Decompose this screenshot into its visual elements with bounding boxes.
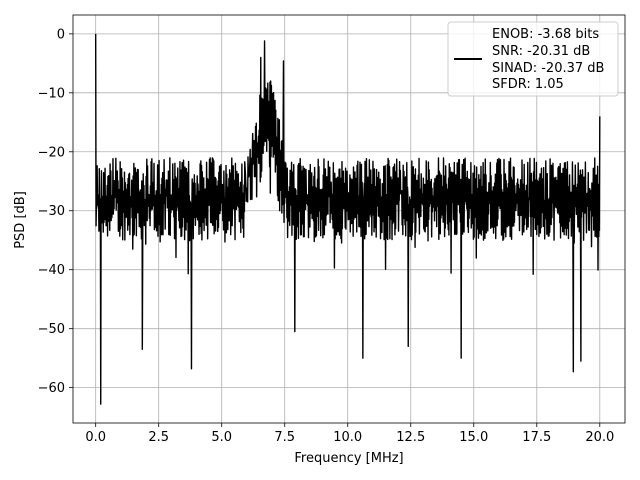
x-tick-label: 7.5 <box>274 430 295 445</box>
legend-sfdr: SFDR: 1.05 <box>492 77 564 92</box>
psd-line <box>94 33 601 405</box>
y-tick-label: −50 <box>38 322 65 337</box>
x-axis-ticks: 0.0 2.5 5.0 7.5 10.0 12.5 15.0 17.5 20.0 <box>85 423 614 445</box>
x-tick-label: 20.0 <box>585 430 614 445</box>
plot-frame <box>72 14 626 424</box>
x-tick-label: 12.5 <box>396 430 425 445</box>
y-tick-label: −60 <box>38 381 65 396</box>
y-axis-label: PSD [dB] <box>13 191 28 249</box>
x-axis-label: Frequency [MHz] <box>294 451 403 466</box>
x-tick-label: 5.0 <box>211 430 232 445</box>
legend: ENOB: -3.68 bits SNR: -20.31 dB SINAD: -… <box>447 21 619 97</box>
y-tick-label: −20 <box>38 145 65 160</box>
legend-sinad: SINAD: -20.37 dB <box>492 61 604 76</box>
x-tick-label: 17.5 <box>522 430 551 445</box>
legend-enob: ENOB: -3.68 bits <box>492 27 599 42</box>
y-axis-ticks: 0 −10 −20 −30 −40 −50 −60 <box>38 27 73 396</box>
legend-snr: SNR: -20.31 dB <box>492 44 590 59</box>
x-tick-label: 15.0 <box>459 430 488 445</box>
x-tick-label: 2.5 <box>148 430 169 445</box>
y-tick-label: −40 <box>38 263 65 278</box>
psd-series <box>94 33 601 405</box>
y-tick-label: −10 <box>38 86 65 101</box>
x-tick-label: 10.0 <box>333 430 362 445</box>
legend-box <box>447 21 619 97</box>
x-tick-label: 0.0 <box>85 430 106 445</box>
y-tick-label: −30 <box>38 204 65 219</box>
y-tick-label: 0 <box>57 27 65 42</box>
